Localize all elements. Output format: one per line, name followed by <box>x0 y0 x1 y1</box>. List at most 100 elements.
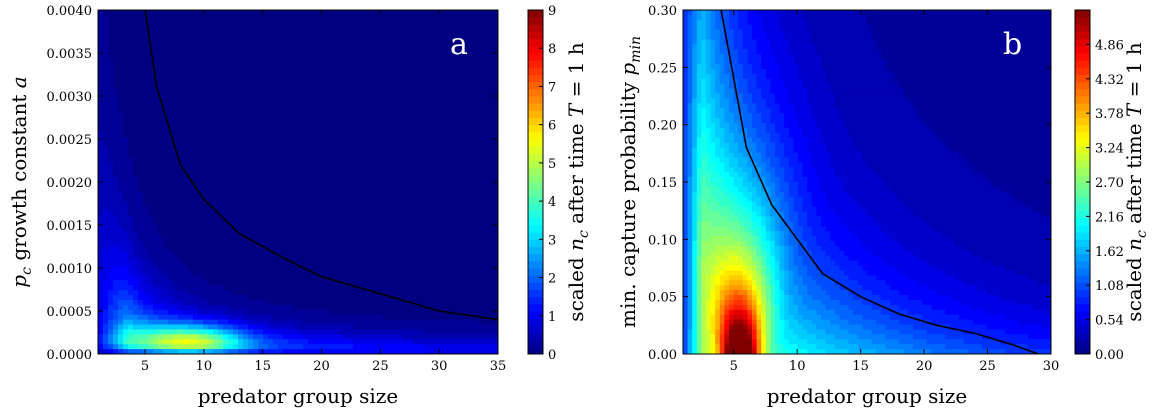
heatmap-cell <box>163 103 169 109</box>
heatmap-cell <box>183 118 189 124</box>
heatmap-cell <box>133 29 139 36</box>
heatmap-cell <box>213 319 219 326</box>
heatmap-cell <box>298 344 304 350</box>
heatmap-cell <box>138 240 144 247</box>
heatmap-cell <box>243 147 249 154</box>
heatmap-cell <box>293 319 299 326</box>
heatmap-cell <box>258 245 264 252</box>
heatmap-cell <box>293 211 299 217</box>
heatmap-cell <box>203 334 209 340</box>
heatmap-cell <box>168 142 174 149</box>
heatmap-cell <box>163 285 169 291</box>
heatmap-cell <box>293 182 299 188</box>
heatmap-cell <box>448 19 454 26</box>
heatmap-cell <box>183 334 189 340</box>
heatmap-cell <box>428 172 434 178</box>
heatmap-cell <box>288 83 294 90</box>
heatmap-cell <box>143 186 149 193</box>
heatmap-cell <box>253 226 259 232</box>
heatmap-cell <box>183 280 189 286</box>
heatmap-cell <box>263 108 269 114</box>
heatmap-cell <box>188 59 194 65</box>
heatmap-cell <box>418 236 424 242</box>
heatmap-cell <box>443 231 449 237</box>
heatmap-cell <box>238 304 244 311</box>
heatmap-cell <box>453 54 459 60</box>
heatmap-cell <box>243 113 249 119</box>
heatmap-cell <box>403 295 409 301</box>
heatmap-cell <box>268 157 274 163</box>
heatmap-cell <box>368 132 374 139</box>
heatmap-cell <box>333 157 339 163</box>
heatmap-cell <box>308 349 314 354</box>
heatmap-cell <box>238 167 244 173</box>
heatmap-cell <box>318 255 324 262</box>
heatmap-cell <box>233 280 239 286</box>
heatmap-cell <box>123 231 129 237</box>
heatmap-cell <box>218 29 224 36</box>
heatmap-cell <box>288 177 294 183</box>
heatmap-cell <box>308 78 314 85</box>
heatmap-cell <box>413 14 419 21</box>
heatmap-cell <box>178 34 184 41</box>
heatmap-cell <box>153 324 159 331</box>
heatmap-cell <box>108 201 114 208</box>
heatmap-cell <box>448 201 454 208</box>
heatmap-cell <box>333 344 339 350</box>
heatmap-cell <box>373 231 379 237</box>
heatmap-cell <box>248 59 254 65</box>
heatmap-cell <box>178 245 184 252</box>
heatmap-cell <box>263 329 269 335</box>
heatmap-cell <box>418 182 424 188</box>
heatmap-cell <box>158 280 164 286</box>
heatmap-cell <box>443 285 449 291</box>
heatmap-cell <box>438 113 444 119</box>
heatmap-cell <box>158 167 164 173</box>
heatmap-cell <box>398 142 404 149</box>
heatmap-cell <box>293 236 299 242</box>
heatmap-cell <box>98 19 104 26</box>
heatmap-cell <box>138 49 144 55</box>
heatmap-cell <box>348 64 354 70</box>
heatmap-cell <box>223 339 229 345</box>
heatmap-cell <box>148 93 154 100</box>
heatmap-cell <box>203 29 209 36</box>
heatmap-cell <box>348 186 354 193</box>
heatmap-cell <box>228 10 234 16</box>
heatmap-cell <box>408 68 414 75</box>
heatmap-cell <box>408 93 414 100</box>
heatmap-cell <box>353 221 359 227</box>
heatmap-cell <box>308 83 314 90</box>
heatmap-cell <box>273 236 279 242</box>
heatmap-cell <box>133 118 139 124</box>
heatmap-cell <box>353 285 359 291</box>
heatmap-cell <box>428 329 434 335</box>
heatmap-cell <box>248 93 254 100</box>
heatmap-cell <box>383 290 389 296</box>
heatmap-cell <box>418 191 424 198</box>
heatmap-cell <box>433 265 439 272</box>
heatmap-cell <box>198 172 204 178</box>
heatmap-cell <box>293 98 299 104</box>
heatmap-cell <box>153 201 159 208</box>
heatmap-cell <box>143 44 149 50</box>
heatmap-cell <box>358 324 364 331</box>
heatmap-cell <box>398 93 404 100</box>
heatmap-cell <box>398 147 404 154</box>
heatmap-cell <box>108 137 114 144</box>
heatmap-cell <box>418 39 424 45</box>
heatmap-cell <box>143 118 149 124</box>
heatmap-cell <box>198 206 204 213</box>
heatmap-cell <box>243 324 249 331</box>
heatmap-cell <box>263 196 269 203</box>
heatmap-cell <box>98 201 104 208</box>
heatmap-cell <box>238 314 244 321</box>
heatmap-cell <box>233 103 239 109</box>
heatmap-cell <box>163 304 169 311</box>
heatmap-cell <box>273 108 279 114</box>
heatmap-cell <box>343 132 349 139</box>
heatmap-cell <box>283 39 289 45</box>
heatmap-cell <box>378 226 384 232</box>
heatmap-cell <box>443 172 449 178</box>
heatmap-cell <box>448 324 454 331</box>
